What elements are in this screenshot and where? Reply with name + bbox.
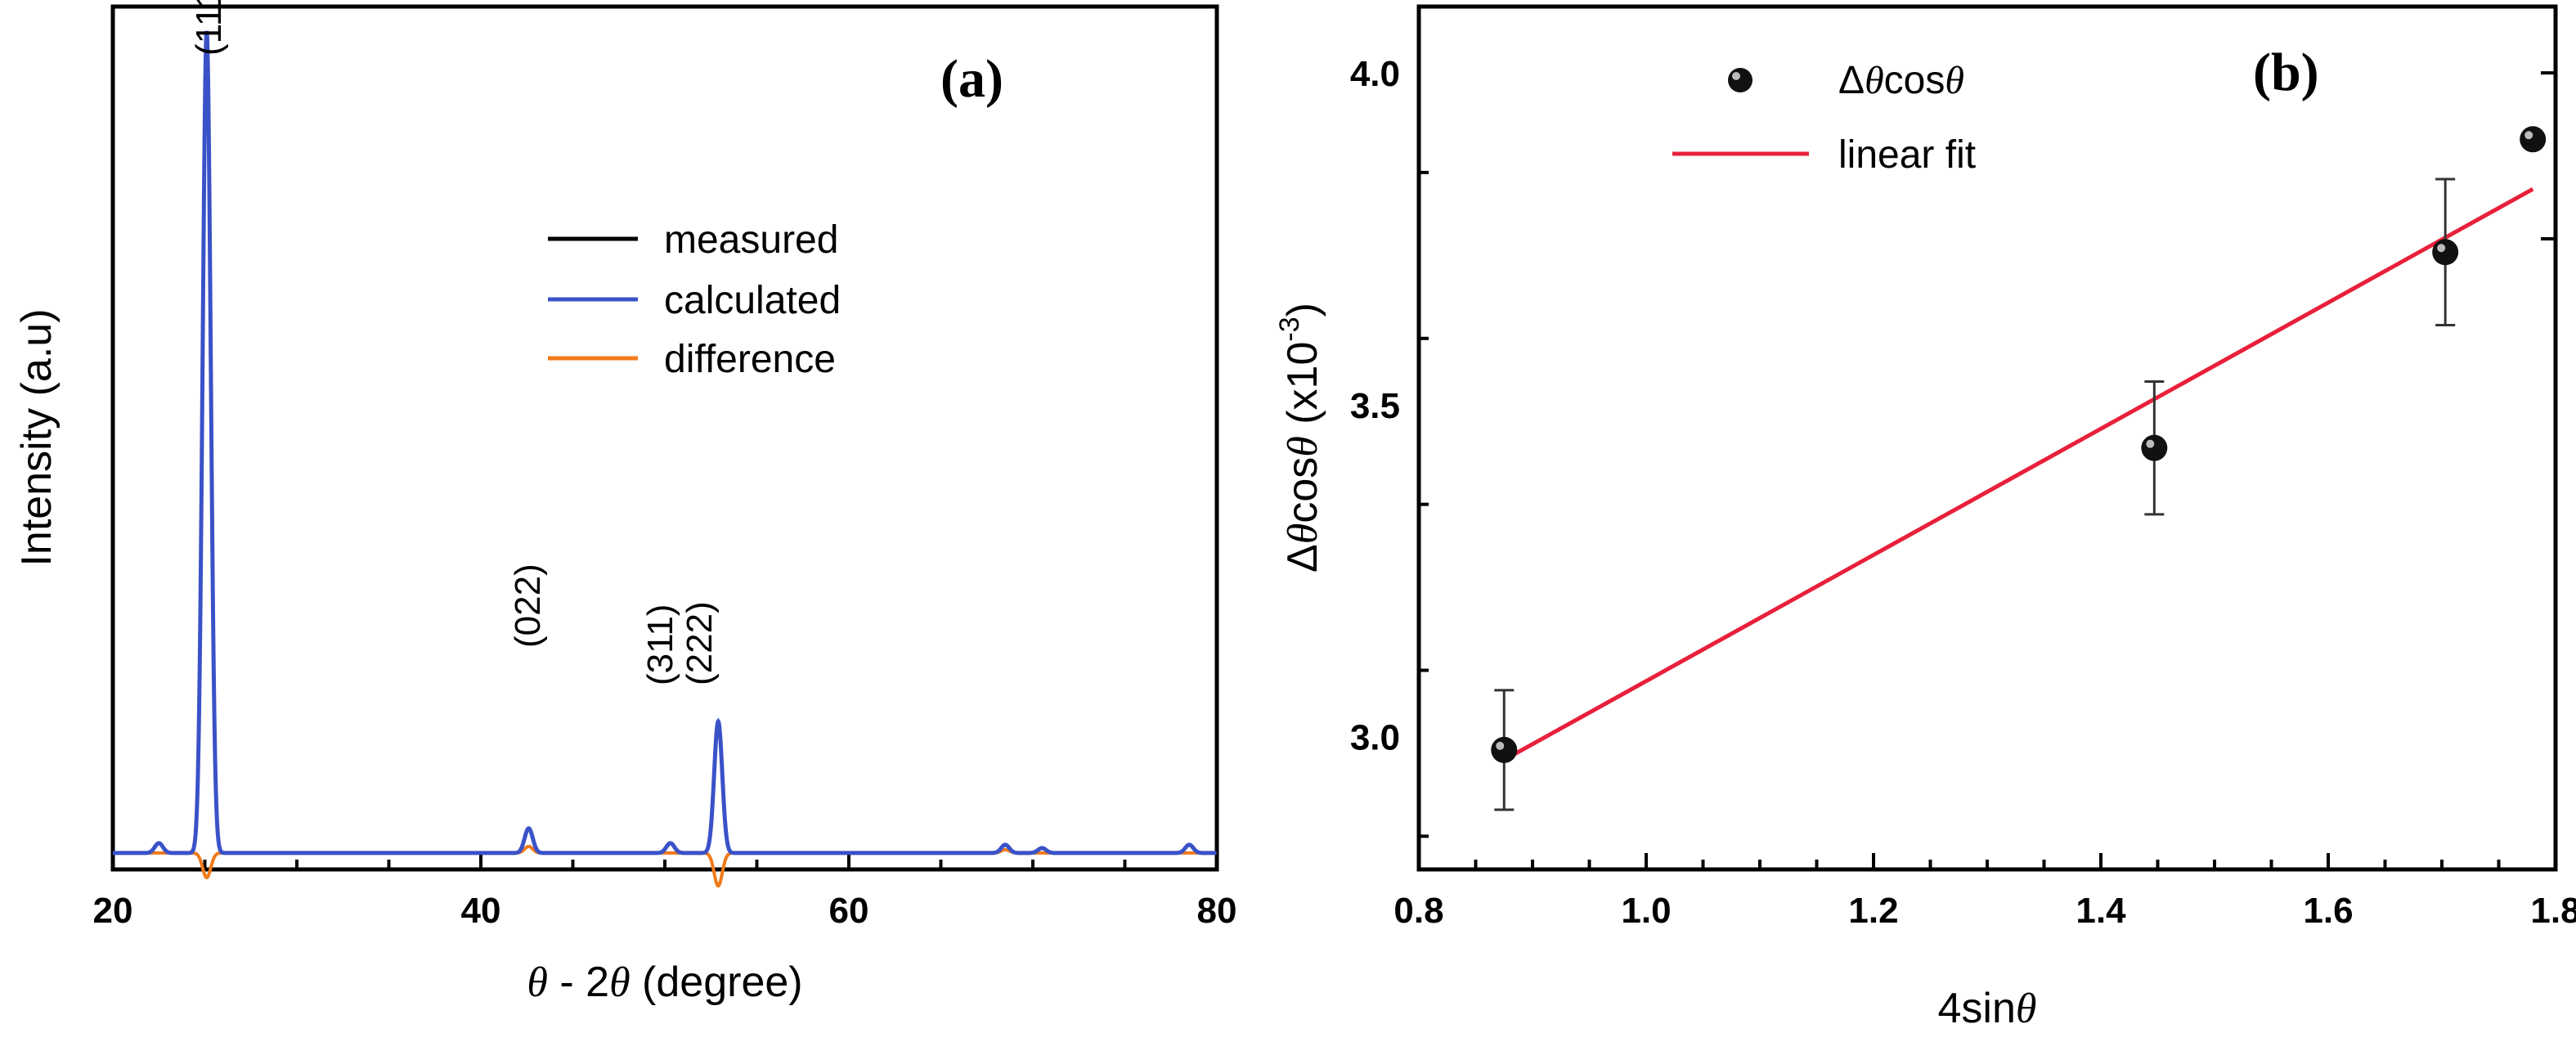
panel-b-y-tick-labels: 3.0 3.5 4.0 bbox=[1350, 54, 1400, 758]
panel-a-series-group bbox=[113, 30, 1217, 888]
panel-b-x-axis-title: 4sinθ bbox=[1938, 985, 2037, 1032]
data-point bbox=[2141, 434, 2168, 461]
panel-a-x-axis-title: θ - 2θ (degree) bbox=[527, 959, 802, 1006]
panel-b-y-tick-label: 3.5 bbox=[1350, 386, 1400, 426]
panel-a-x-tick-labels: 20 40 60 80 bbox=[93, 891, 1237, 931]
panel-b-frame bbox=[1416, 4, 2558, 872]
measured-line bbox=[113, 30, 1217, 855]
panel-b-x-tick-label: 1.4 bbox=[2076, 891, 2126, 931]
panel-b-x-tick-label: 1.0 bbox=[1621, 891, 1671, 931]
legend-label-difference: difference bbox=[664, 338, 836, 381]
data-point-highlight bbox=[2437, 244, 2446, 253]
panel-b-y-tick-label: 3.0 bbox=[1350, 718, 1400, 758]
panel-b-x-tick-label: 1.2 bbox=[1848, 891, 1898, 931]
legend-label-linear-fit: linear fit bbox=[1838, 133, 1976, 177]
panel-b-x-tick-label: 1.8 bbox=[2530, 891, 2576, 931]
panel-a-x-tick-label: 80 bbox=[1197, 891, 1237, 931]
legend-label-calculated: calculated bbox=[664, 279, 841, 322]
data-point bbox=[2520, 126, 2547, 153]
panel-b-plot-area bbox=[1491, 126, 2547, 811]
calculated-line bbox=[113, 30, 1217, 856]
panel-a-x-tick-label: 60 bbox=[829, 891, 869, 931]
linear-fit-line bbox=[1503, 186, 2534, 762]
peak-label-222: (222) bbox=[680, 601, 720, 685]
panel-a-x-ticks bbox=[111, 853, 1218, 869]
legend-marker-scatter bbox=[1728, 68, 1752, 92]
panel-b-x-tick-label: 0.8 bbox=[1393, 891, 1443, 931]
panel-a-label: (a) bbox=[940, 49, 1003, 109]
data-point bbox=[1491, 736, 1518, 763]
peak-label-111: (111) bbox=[189, 0, 229, 56]
data-point-highlight bbox=[2524, 131, 2533, 140]
panel-b-legend: Δθcosθ linear fit bbox=[1672, 59, 1976, 177]
panel-b-x-tick-labels: 0.8 1.0 1.2 1.4 1.6 1.8 bbox=[1393, 891, 2576, 931]
panel-b-label: (b) bbox=[2253, 43, 2319, 102]
panel-a-frame bbox=[110, 4, 1219, 872]
panel-a-x-tick-label: 40 bbox=[461, 891, 501, 931]
legend-marker-highlight bbox=[1732, 72, 1740, 80]
panel-a-x-tick-label: 20 bbox=[93, 891, 133, 931]
panel-a-legend: measured calculated difference bbox=[548, 218, 841, 381]
legend-label-measured: measured bbox=[664, 218, 838, 262]
data-point-highlight bbox=[1496, 741, 1505, 750]
panel-a: 20 40 60 80 θ - 2θ (degree) Intensity (a… bbox=[13, 0, 1236, 1006]
peak-label-311: (311) bbox=[640, 604, 680, 685]
panel-b-x-tick-label: 1.6 bbox=[2303, 891, 2353, 931]
panel-b-y-axis-title: Δθcosθ (x10-3) bbox=[1274, 303, 1326, 573]
panel-b-y-tick-label: 4.0 bbox=[1350, 54, 1400, 94]
panel-b-ticks bbox=[1417, 71, 2557, 869]
data-point bbox=[2432, 239, 2459, 266]
panel-b: 0.8 1.0 1.2 1.4 1.6 1.8 3.0 3.5 4.0 4sin… bbox=[1274, 4, 2576, 1032]
data-point-highlight bbox=[2146, 439, 2155, 448]
peak-label-022: (022) bbox=[508, 564, 548, 648]
legend-label-scatter: Δθcosθ bbox=[1838, 59, 1964, 102]
panel-a-y-axis-title: Intensity (a.u) bbox=[13, 308, 61, 566]
